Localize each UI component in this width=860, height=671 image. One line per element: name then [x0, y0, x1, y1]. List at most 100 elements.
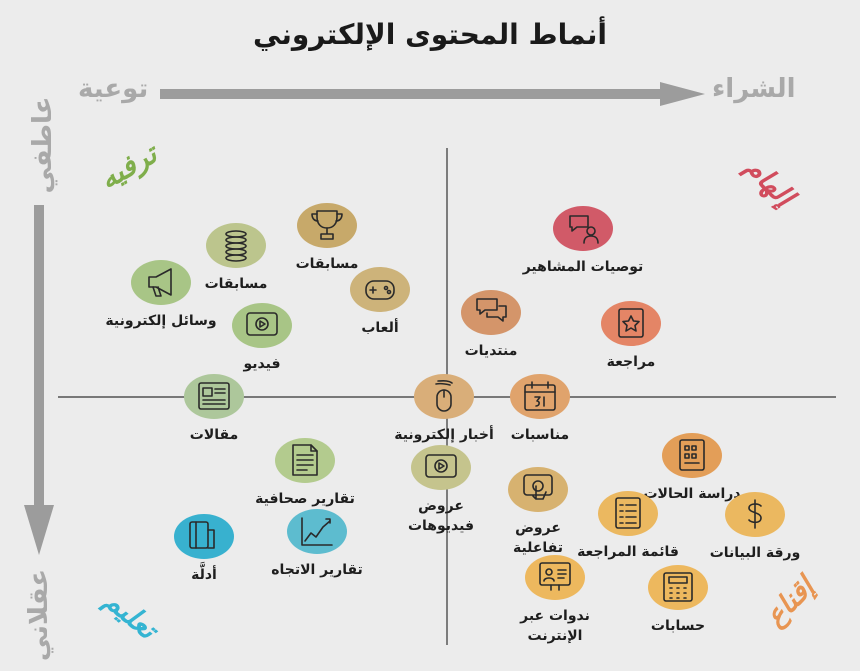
- item-circle: [275, 438, 335, 483]
- testimonial-icon: [569, 215, 599, 244]
- item-label-line1: مقالات: [189, 427, 239, 443]
- item-circle: [525, 555, 585, 600]
- awareness-label: توعية: [78, 74, 149, 104]
- chat-icon: [476, 298, 507, 322]
- play-icon: [246, 312, 278, 336]
- item-label-line1: أدلَّة: [191, 567, 217, 583]
- item-circle: [461, 290, 521, 335]
- item-circle: [232, 303, 292, 348]
- content-item: وسائل إلكترونية: [91, 260, 231, 331]
- item-circle: [553, 206, 613, 251]
- item-label-line1: مسابقات: [204, 276, 268, 292]
- content-item: دراسة الحالات: [622, 433, 762, 504]
- item-label-line1: عروض: [418, 498, 464, 514]
- trophy-icon: [311, 210, 343, 240]
- item-circle: [662, 433, 722, 478]
- content-item: عروض فيديوهات: [371, 445, 511, 537]
- item-circle: [131, 260, 191, 305]
- content-item: مسابقات: [166, 223, 306, 294]
- item-label: مراجعة: [561, 352, 701, 372]
- item-label: ندوات عبر الإنترنت: [485, 606, 625, 647]
- gamepad-icon: [365, 280, 395, 300]
- content-item: منتديات: [421, 290, 561, 361]
- item-label-line1: وسائل إلكترونية: [105, 313, 217, 329]
- item-label-line1: ورقة البيانات: [709, 545, 801, 561]
- item-label-line1: مسابقات: [295, 256, 359, 272]
- dollar-icon: [748, 499, 762, 529]
- item-label-line2: فيديوهات: [407, 518, 475, 535]
- item-circle: [350, 267, 410, 312]
- press-report-icon: [292, 444, 318, 476]
- item-label: أدلَّة: [134, 565, 274, 585]
- item-circle: [411, 445, 471, 490]
- case-study-icon: [679, 439, 705, 471]
- webinar-icon: [539, 562, 571, 591]
- item-label-line1: تقارير الاتجاه: [271, 562, 363, 578]
- item-circle: [725, 492, 785, 537]
- item-label: أخبار إلكترونية: [374, 425, 514, 445]
- item-circle: [414, 374, 474, 419]
- page-title: أنماط المحتوى الإلكتروني: [252, 18, 608, 51]
- content-item: فيديو: [192, 303, 332, 374]
- content-item: تقارير صحافية: [235, 438, 375, 509]
- item-circle: [206, 223, 266, 268]
- content-item: مسابقات: [257, 203, 397, 274]
- item-label: تقارير صحافية: [235, 489, 375, 509]
- content-item: توصيات المشاهير: [513, 206, 653, 277]
- item-circle: [598, 491, 658, 536]
- item-circle: [297, 203, 357, 248]
- item-label: عروض تفاعلية: [468, 518, 608, 559]
- item-label: ورقة البيانات: [685, 543, 825, 563]
- content-item: حسابات: [608, 565, 748, 636]
- item-circle: [648, 565, 708, 610]
- item-label-line1: فيديو: [243, 356, 281, 372]
- item-label-line1: ألعاب: [361, 320, 399, 336]
- vertical-arrow-icon: [24, 205, 54, 555]
- item-label: قائمة المراجعة: [558, 542, 698, 562]
- trend-chart-icon: [301, 517, 333, 546]
- item-label: مقالات: [144, 425, 284, 445]
- mouse-icon: [435, 380, 453, 412]
- item-label-line1: منتديات: [464, 343, 518, 359]
- item-label-line1: تقارير صحافية: [255, 491, 355, 507]
- item-label: مسابقات: [257, 254, 397, 274]
- video-icon: [425, 454, 457, 478]
- item-label: منتديات: [421, 341, 561, 361]
- item-label-line1: مناسبات: [510, 427, 570, 443]
- content-item: مراجعة: [561, 301, 701, 372]
- item-circle: [510, 374, 570, 419]
- item-circle: [601, 301, 661, 346]
- item-circle: [287, 509, 347, 554]
- horizontal-arrow-icon: [160, 82, 705, 106]
- guide-icon: [189, 521, 215, 549]
- spring-icon: [225, 230, 247, 262]
- item-label: فيديو: [192, 354, 332, 374]
- item-label-line1: ندوات عبر: [520, 608, 590, 624]
- purchase-label: الشراء: [712, 74, 796, 104]
- content-item: تقارير الاتجاه: [247, 509, 387, 580]
- calculator-icon: [663, 572, 693, 602]
- item-label: تقارير الاتجاه: [247, 560, 387, 580]
- item-label: دراسة الحالات: [622, 484, 762, 504]
- item-label: مناسبات: [470, 425, 610, 445]
- content-item: ألعاب: [310, 267, 450, 338]
- item-label: مسابقات: [166, 274, 306, 294]
- content-item: أدلَّة: [134, 514, 274, 585]
- item-label-line1: قائمة المراجعة: [577, 544, 679, 560]
- item-label: حسابات: [608, 616, 748, 636]
- item-label: وسائل إلكترونية: [91, 311, 231, 331]
- item-label-line1: توصيات المشاهير: [522, 259, 644, 275]
- review-icon: [618, 308, 644, 338]
- item-label-line2: الإنترنت: [527, 628, 583, 645]
- item-label: عروض فيديوهات: [371, 496, 511, 537]
- content-item: أخبار إلكترونية: [374, 374, 514, 445]
- article-icon: [198, 382, 230, 410]
- content-item: ندوات عبر الإنترنت: [485, 555, 625, 647]
- megaphone-icon: [148, 268, 172, 297]
- item-label-line1: دراسة الحالات: [643, 486, 741, 502]
- item-label-line1: مراجعة: [606, 354, 656, 370]
- item-label: توصيات المشاهير: [513, 257, 653, 277]
- content-item: قائمة المراجعة: [558, 491, 698, 562]
- item-label: ألعاب: [310, 318, 450, 338]
- item-circle: [174, 514, 234, 559]
